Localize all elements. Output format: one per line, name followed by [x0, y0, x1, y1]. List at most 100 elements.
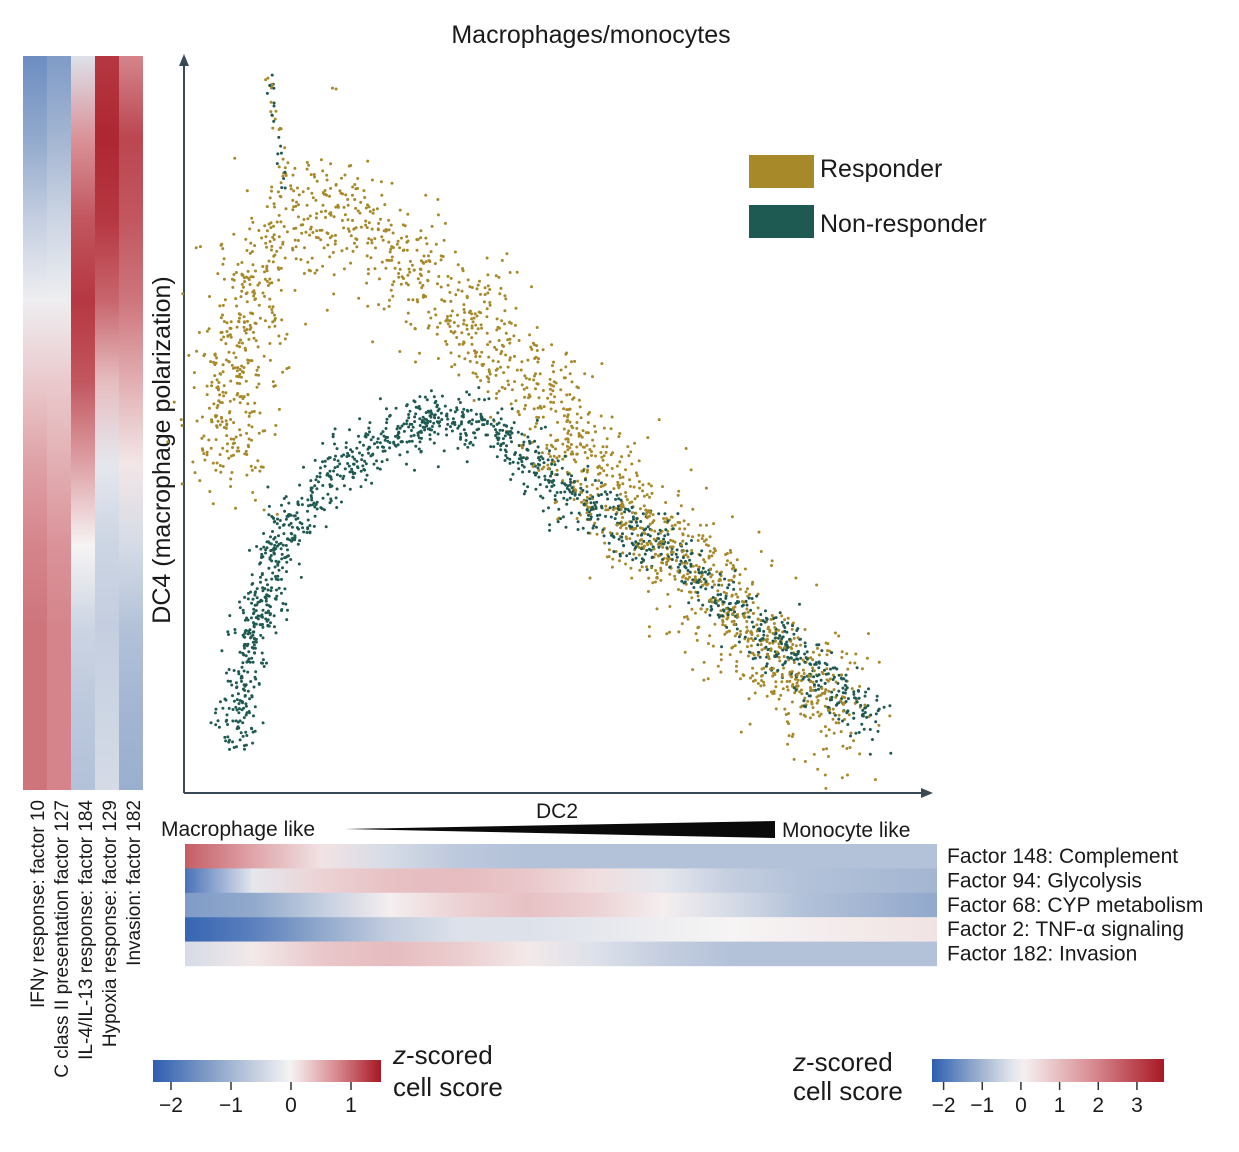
- scatter-point-responder: [808, 686, 812, 689]
- scatter-point-responder: [637, 480, 641, 484]
- scatter-point-responder: [713, 583, 716, 587]
- scatter-point-responder: [366, 304, 370, 308]
- scatter-point-non-responder: [789, 656, 793, 660]
- scatter-point-non-responder: [225, 671, 228, 675]
- scatter-point-non-responder: [254, 616, 258, 620]
- scatter-point-responder: [751, 674, 754, 678]
- scatter-point-responder: [826, 679, 830, 683]
- scatter-point-responder: [246, 269, 250, 273]
- scatter-point-non-responder: [277, 542, 281, 546]
- scatter-point-non-responder: [874, 720, 878, 724]
- scatter-point-responder: [873, 778, 877, 782]
- scatter-point-responder: [235, 369, 239, 373]
- scatter-point-responder: [560, 400, 564, 404]
- scatter-point-non-responder: [511, 460, 515, 464]
- scatter-point-non-responder: [630, 532, 634, 536]
- scatter-point-responder: [277, 278, 281, 282]
- scatter-point-non-responder: [388, 414, 391, 418]
- scatter-point-responder: [719, 670, 723, 674]
- scatter-point-responder: [231, 366, 235, 370]
- scatter-point-responder: [250, 438, 253, 442]
- scatter-point-responder: [786, 616, 790, 620]
- scatter-point-responder: [436, 357, 440, 360]
- scatter-point-responder: [252, 330, 255, 334]
- scatter-point-non-responder: [509, 436, 513, 440]
- scatter-point-non-responder: [418, 407, 422, 411]
- scatter-point-non-responder: [244, 702, 248, 706]
- scatter-point-responder: [664, 501, 668, 504]
- chart-title: Macrophages/monocytes: [451, 21, 730, 49]
- scatter-point-non-responder: [690, 539, 693, 542]
- scatter-point-responder: [209, 446, 213, 450]
- scatter-point-responder: [303, 246, 306, 250]
- scatter-point-responder: [575, 385, 579, 389]
- scatter-point-responder: [540, 451, 544, 455]
- scatter-point-non-responder: [259, 633, 263, 637]
- scatter-point-non-responder: [433, 416, 437, 420]
- scatter-point-responder: [550, 364, 554, 368]
- scatter-point-non-responder: [287, 501, 291, 505]
- scatter-point-responder: [231, 446, 234, 449]
- scatter-point-responder: [227, 360, 231, 364]
- scatter-point-responder: [841, 709, 845, 713]
- scatter-point-responder: [657, 418, 661, 422]
- scatter-point-responder: [279, 246, 283, 250]
- scatter-point-responder: [793, 691, 797, 695]
- scatter-point-responder: [393, 266, 397, 270]
- scatter-point-responder: [777, 628, 781, 632]
- scatter-point-responder: [739, 730, 743, 734]
- scatter-point-responder: [418, 281, 422, 285]
- scatter-point-responder: [352, 227, 356, 231]
- scatter-point-non-responder: [640, 533, 644, 536]
- scatter-point-responder: [304, 322, 308, 326]
- scatter-point-responder: [404, 281, 408, 285]
- scatter-point-responder: [682, 574, 686, 578]
- scatter-point-responder: [796, 636, 800, 640]
- scatter-point-responder: [294, 245, 298, 249]
- scatter-point-responder: [243, 321, 246, 324]
- scatter-point-responder: [292, 189, 296, 193]
- scatter-point-responder: [257, 431, 261, 435]
- scatter-point-responder: [382, 307, 386, 311]
- scatter-point-responder: [756, 634, 760, 638]
- scatter-point-non-responder: [564, 525, 568, 529]
- scatter-point-non-responder: [471, 418, 474, 422]
- scatter-point-non-responder: [805, 650, 809, 654]
- scatter-point-responder: [333, 242, 337, 246]
- scatter-point-non-responder: [571, 489, 575, 493]
- scatter-point-non-responder: [274, 559, 278, 563]
- scatter-point-responder: [573, 359, 577, 363]
- scatter-point-responder: [566, 418, 570, 422]
- scatter-point-non-responder: [639, 520, 643, 523]
- scatter-point-non-responder: [465, 460, 469, 464]
- scatter-point-responder: [681, 539, 685, 543]
- scatter-point-non-responder: [726, 613, 730, 617]
- scatter-point-responder: [581, 429, 585, 433]
- scatter-point-non-responder: [849, 734, 852, 738]
- scatter-point-non-responder: [643, 552, 647, 556]
- scatter-point-responder: [848, 746, 852, 749]
- scatter-point-responder: [530, 441, 534, 444]
- scatter-point-responder: [486, 390, 490, 394]
- scatter-point-responder: [332, 273, 336, 277]
- scatter-point-responder: [677, 489, 681, 493]
- scatter-point-responder: [405, 240, 409, 244]
- scatter-point-non-responder: [835, 693, 839, 697]
- scatter-point-responder: [316, 236, 320, 240]
- scatter-point-outlier: [270, 113, 274, 117]
- scatter-point-responder: [439, 285, 443, 289]
- colorbar-tick-label: 0: [285, 1094, 297, 1117]
- scatter-point-responder: [819, 712, 823, 716]
- scatter-point-non-responder: [284, 544, 288, 547]
- scatter-point-responder: [736, 595, 740, 599]
- scatter-point-non-responder: [773, 636, 777, 640]
- scatter-point-responder: [553, 395, 556, 399]
- scatter-point-responder: [442, 238, 446, 242]
- scatter-point-non-responder: [280, 557, 284, 561]
- scatter-point-responder: [646, 543, 650, 547]
- left-heatmap-strip: [119, 56, 143, 790]
- scatter-point-responder: [218, 304, 222, 308]
- scatter-point-non-responder: [777, 636, 780, 640]
- legend-swatch-non-responder: [749, 205, 814, 238]
- scatter-point-responder: [809, 688, 813, 692]
